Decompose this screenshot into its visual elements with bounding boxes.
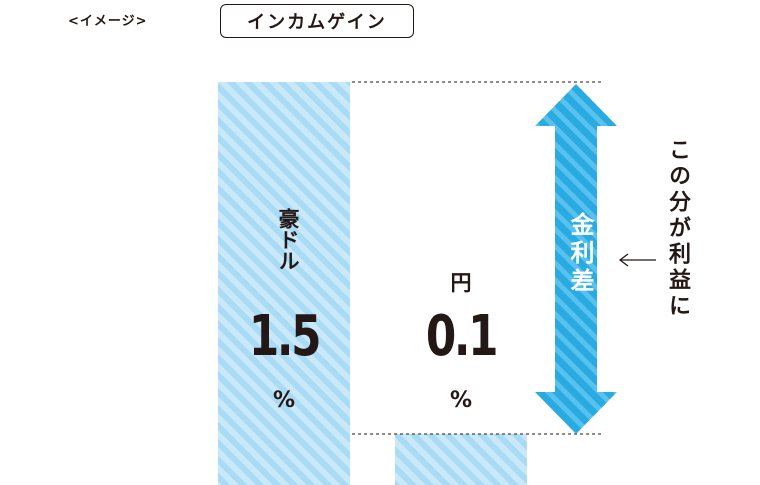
bar-value-aud: 1.5 (248, 304, 322, 369)
rate-difference-arrow (535, 84, 617, 434)
bar-unit-jpy: % (449, 388, 473, 413)
bar-aud (218, 82, 350, 485)
rate-difference-label: 金利差 (566, 212, 594, 296)
bar-unit-aud: % (272, 388, 296, 413)
left-arrow-icon (618, 253, 656, 267)
chart-title-box: インカムゲイン (220, 4, 414, 38)
chart-title: インカムゲイン (247, 12, 387, 33)
bar-label-aud: 豪ドル (276, 208, 300, 271)
bar-label-jpy: 円 (450, 271, 472, 295)
profit-note: この分が利益に (665, 138, 690, 320)
bar-value-jpy: 0.1 (425, 304, 499, 369)
bar-jpy (395, 434, 527, 485)
image-caption: <イメージ> (68, 14, 148, 29)
